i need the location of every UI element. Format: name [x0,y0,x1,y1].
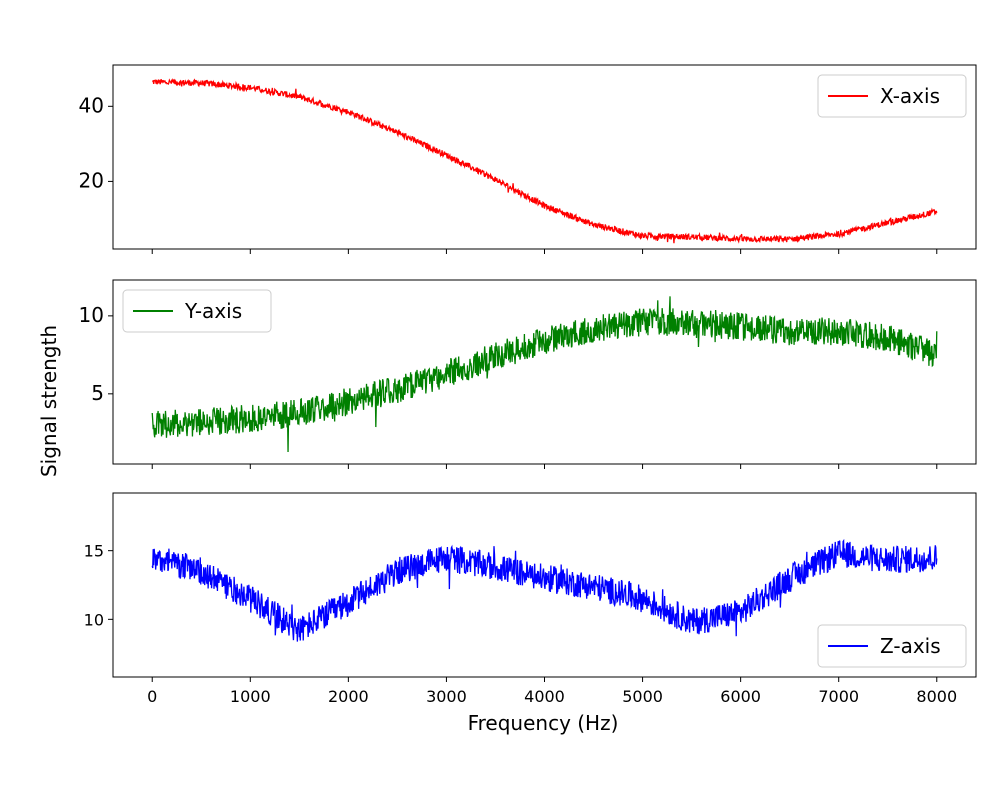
y-axis-label: Signal strength [37,325,61,477]
x-tick-label: 6000 [720,687,761,706]
x-axis-label: Frequency (Hz) [468,711,619,735]
y-axis-panel-ytick-label: 10 [79,303,104,327]
y-axis-panel-legend: Y-axis [123,290,271,332]
x-tick-label: 4000 [524,687,565,706]
x-tick-label: 3000 [426,687,467,706]
x-axis-panel: 20 40 X-axis [79,65,976,254]
y-axis-panel-legend-label: Y-axis [184,299,242,323]
x-tick-label: 8000 [916,687,957,706]
x-axis-panel-ytick-label: 20 [79,168,104,192]
x-tick-label: 2000 [328,687,369,706]
y-axis-panel-ytick-label: 5 [91,381,104,405]
x-tick-label: 0 [147,687,157,706]
z-axis-panel: 10 15 0 1000 2000 3000 4000 5000 6000 7000 8000 Z-a… [84,493,976,706]
z-axis-panel-ytick-label: 10 [84,610,104,629]
x-axis-panel-legend-label: X-axis [880,84,940,108]
x-tick-label: 5000 [622,687,663,706]
x-axis-panel-ytick-label: 40 [79,93,104,117]
z-axis-panel-ytick-label: 15 [84,542,104,561]
y-axis-panel: 5 10 Y-axis [79,280,976,469]
x-tick-label: 7000 [818,687,859,706]
x-tick-label: 1000 [230,687,271,706]
x-axis-panel-legend: X-axis [818,75,966,117]
z-axis-panel-legend-label: Z-axis [880,634,941,658]
z-axis-panel-legend: Z-axis [818,625,966,667]
